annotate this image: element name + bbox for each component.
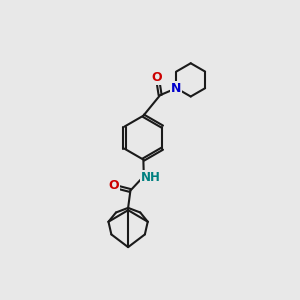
Text: O: O — [108, 179, 119, 192]
Text: O: O — [152, 71, 162, 84]
Text: N: N — [171, 82, 181, 95]
Text: NH: NH — [141, 171, 161, 184]
